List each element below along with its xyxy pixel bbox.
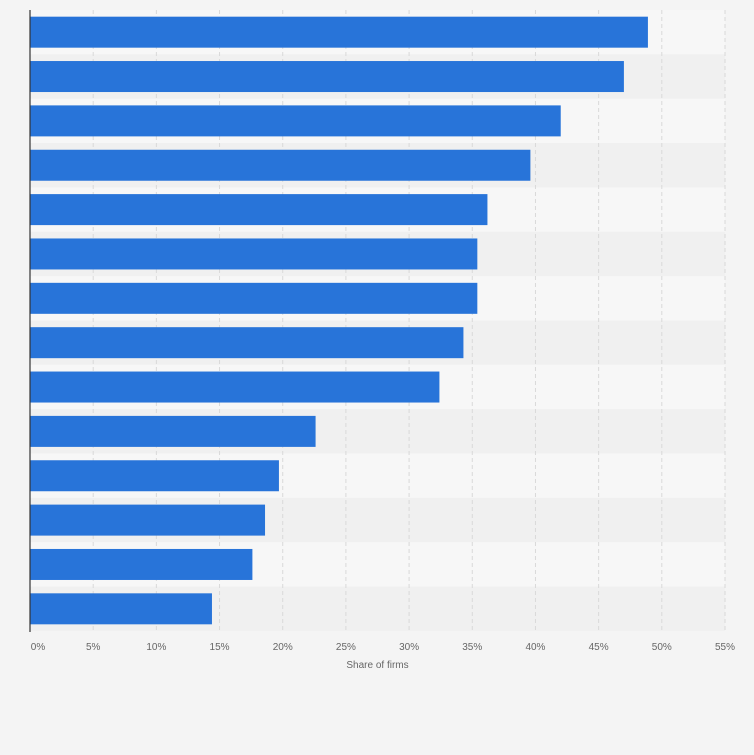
bar	[30, 282, 478, 314]
bar	[30, 149, 531, 181]
x-tick-label: 25%	[336, 642, 356, 653]
bar	[30, 460, 279, 492]
bar	[30, 548, 253, 580]
x-tick-label: 30%	[399, 642, 419, 653]
x-tick-label: 35%	[462, 642, 482, 653]
bar	[30, 61, 624, 93]
x-tick-label: 5%	[86, 642, 101, 653]
x-tick-label: 10%	[146, 642, 166, 653]
x-axis-label: Share of firms	[346, 660, 408, 671]
x-tick-label: 55%	[715, 642, 735, 653]
x-tick-label: 50%	[652, 642, 672, 653]
bar	[30, 504, 266, 536]
bar	[30, 327, 464, 359]
x-tick-label: 45%	[589, 642, 609, 653]
bar	[30, 238, 478, 270]
x-tick-label: 15%	[210, 642, 230, 653]
bar	[30, 415, 316, 447]
bar	[30, 593, 212, 625]
x-tick-label: 20%	[273, 642, 293, 653]
x-tick-label: 40%	[525, 642, 545, 653]
x-tick-label: 0%	[31, 642, 46, 653]
bar	[30, 105, 561, 137]
bar	[30, 371, 440, 403]
bar	[30, 16, 648, 48]
bar	[30, 194, 488, 226]
